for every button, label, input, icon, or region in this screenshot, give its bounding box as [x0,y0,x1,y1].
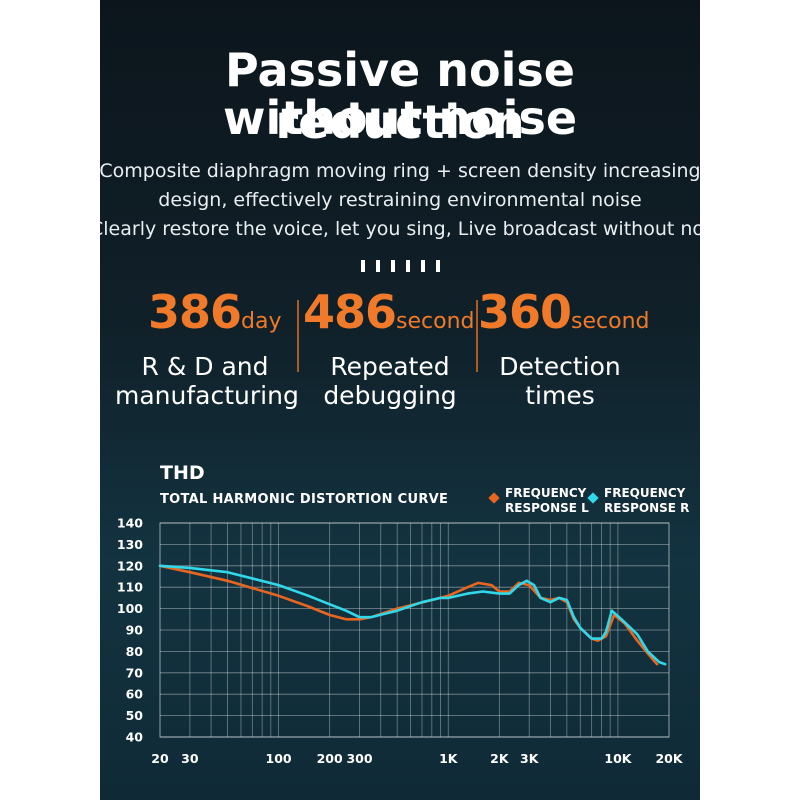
promo-panel: Passive noise reduction without noise Co… [100,0,700,800]
legend-item-right: FREQUENCY RESPONSE R [587,486,700,516]
stat-unit: second [571,309,650,334]
series-line-right [158,564,667,666]
chart-title: THD [160,462,205,484]
x-tick-label: 3K [520,751,540,766]
x-tick-label: 300 [346,751,372,766]
x-tick-label: 20 [151,751,169,766]
y-tick-label: 70 [126,665,144,680]
headline-line-2: without noise [222,91,578,145]
y-tick-label: 60 [126,687,144,702]
plot-frame [159,522,670,738]
stat-rd-days: 386day [148,285,282,339]
stat-debug-seconds: 486second [303,285,475,339]
headline-line-1: Passive noise reduction [225,43,575,149]
x-tick-label: 2K [490,751,510,766]
y-tick-label: 140 [117,516,143,531]
stat-number: 486 [303,285,397,339]
legend-label-right: FREQUENCY RESPONSE R [604,486,690,515]
subtitle-line-1: Composite diaphragm moving ring + screen… [100,160,700,182]
divider-dashes [361,260,441,272]
y-tick-label: 110 [117,580,143,595]
chart-subtitle: TOTAL HARMONIC DISTORTION CURVE [160,492,449,507]
x-tick-label: 20K [655,751,683,766]
stat-label-line-1: Detection [499,352,621,381]
legend-item-left: FREQUENCY RESPONSE L [488,486,605,516]
y-tick-label: 80 [126,644,144,659]
x-tick-label: 1K [439,751,459,766]
x-tick-label: 30 [181,751,199,766]
stat-unit: second [396,309,475,334]
y-tick-label: 90 [126,623,144,638]
y-tick-label: 130 [117,537,143,552]
stat-label-line-2: times [525,381,595,410]
y-tick-label: 40 [126,730,144,745]
stat-label: Repeated debugging [300,352,480,410]
stat-divider [476,300,478,372]
stat-label-line-1: Repeated [330,352,450,381]
subtitle-line-3: Clearly restore the voice, let you sing,… [100,218,700,240]
y-tick-label: 50 [126,708,144,723]
stat-label: R & D and manufacturing [115,352,299,410]
stat-number: 360 [478,285,572,339]
series-line-left [158,564,659,666]
x-tick-label: 10K [604,751,632,766]
stat-divider [297,300,299,372]
x-tick-label: 100 [266,751,292,766]
stat-unit: day [241,309,282,334]
y-tick-label: 120 [117,558,143,573]
thd-chart: 140 130 120 110 100 90 80 70 60 50 40 20 30 100 200 300… [117,516,684,767]
legend-label-left: FREQUENCY RESPONSE L [505,486,589,515]
stat-detection-seconds: 360second [478,285,650,339]
subtitle-line-2: design, effectively restraining environm… [158,189,642,211]
stat-label-line-1: R & D and [141,352,269,381]
y-tick-label: 100 [117,601,143,616]
x-tick-label: 200 [317,751,343,766]
stat-number: 386 [148,285,242,339]
stat-label-line-2: debugging [323,381,457,410]
stat-label: Detection times [470,352,650,410]
stat-label-line-2: manufacturing [115,381,299,410]
